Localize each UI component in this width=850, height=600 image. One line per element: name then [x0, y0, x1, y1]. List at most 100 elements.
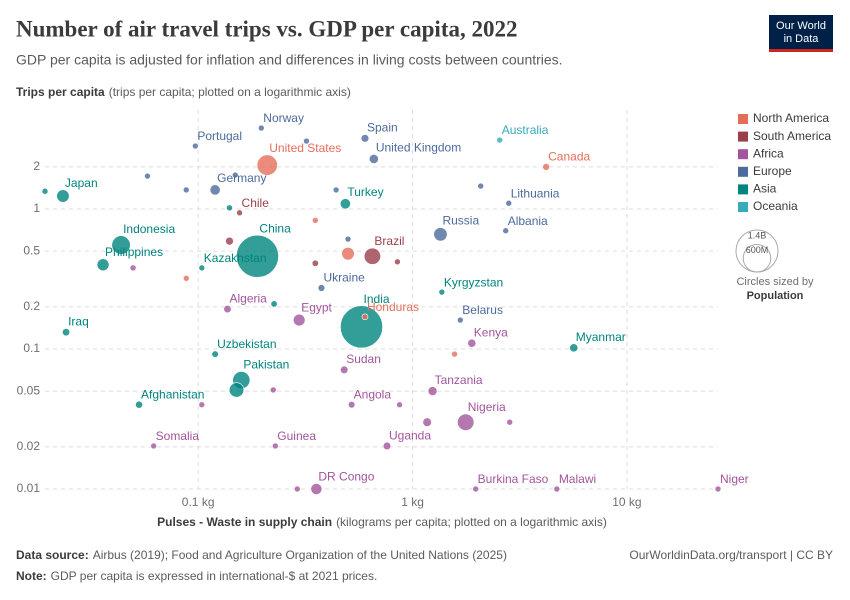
- point: [456, 316, 464, 324]
- point: [211, 350, 219, 358]
- point: [226, 204, 233, 212]
- y-tick-label: 0.02: [17, 439, 41, 453]
- source-label: Data source:: [16, 548, 89, 562]
- point: [340, 365, 349, 374]
- point: [269, 386, 277, 394]
- x-axis-title: Pulses - Waste in supply chain (kilograms…: [157, 515, 607, 529]
- point-label: Kenya: [474, 325, 508, 339]
- legend-swatch: [738, 114, 748, 124]
- legend-swatch: [738, 149, 748, 160]
- logo[interactable]: Our World in Data: [769, 15, 833, 52]
- point: [340, 305, 383, 349]
- point: [257, 124, 265, 132]
- legend-swatch: [738, 184, 748, 195]
- point: [198, 401, 206, 409]
- size-legend-circle: [742, 244, 772, 273]
- point: [96, 258, 110, 272]
- point-label: Canada: [548, 150, 590, 164]
- y-axis-title-note: (trips per capita; plotted on a logarith…: [109, 85, 351, 99]
- y-tick-label: 0.1: [23, 341, 40, 355]
- point-label: Kyrgyzstan: [444, 275, 503, 289]
- point-label: Honduras: [367, 300, 419, 314]
- point-label: Guinea: [277, 429, 316, 443]
- point: [236, 234, 279, 278]
- point: [192, 142, 199, 150]
- source: Data source: Airbus (2019); Food and Agri…: [16, 548, 507, 562]
- point-label: Uzbekistan: [217, 337, 276, 351]
- point: [150, 442, 157, 450]
- point: [223, 304, 232, 314]
- point-label: Russia: [442, 214, 479, 228]
- logo-text[interactable]: Our World: [776, 20, 826, 32]
- point: [111, 235, 131, 255]
- point-labels: India China United States Indonesia Pakistan…: [65, 111, 749, 486]
- x-axis-title-main: Pulses - Waste in supply chain: [157, 515, 332, 529]
- legend-label: Asia: [753, 182, 777, 196]
- point: [341, 247, 355, 261]
- point-label: Niger: [720, 472, 749, 486]
- point: [310, 483, 323, 495]
- point-label: Lithuania: [511, 186, 560, 200]
- y-tick-label: 0.2: [23, 299, 40, 313]
- point-label: Malawi: [559, 472, 596, 486]
- logo-text[interactable]: in Data: [784, 33, 820, 45]
- chart-subtitle: GDP per capita is adjusted for inflation…: [16, 52, 563, 68]
- point: [256, 154, 278, 176]
- legend-label: South America: [753, 129, 831, 143]
- point-label: Japan: [65, 176, 98, 190]
- grid: [45, 110, 718, 490]
- point: [467, 338, 477, 348]
- source-text: Airbus (2019); Food and Agriculture Orga…: [93, 548, 507, 562]
- point: [553, 485, 561, 493]
- logo-bar[interactable]: [769, 49, 833, 52]
- point-label: India: [364, 292, 390, 306]
- point-label: Belarus: [462, 303, 503, 317]
- y-axis-title: Trips per capita (trips per capita; plott…: [16, 85, 351, 99]
- point-label: Egypt: [301, 300, 332, 314]
- point: [394, 258, 401, 266]
- point: [496, 136, 503, 144]
- chart-title: Number of air travel trips vs. GDP per c…: [16, 16, 518, 41]
- point: [427, 386, 438, 396]
- point: [231, 171, 239, 179]
- note-text: GDP per capita is expressed in internati…: [51, 569, 378, 583]
- point-label: Norway: [263, 111, 304, 125]
- logo-box[interactable]: [769, 15, 833, 49]
- x-tick-label: 10 kg: [612, 495, 641, 509]
- point: [144, 172, 151, 180]
- point: [506, 418, 514, 426]
- point: [339, 198, 351, 210]
- credit[interactable]: OurWorldinData.org/transport | CC BY: [629, 548, 833, 562]
- point-label: Australia: [502, 123, 549, 137]
- legend-swatch: [738, 131, 748, 142]
- point: [457, 413, 475, 431]
- point-label: Kazakhstan: [204, 251, 267, 265]
- point-label: Burkina Faso: [478, 472, 549, 486]
- point: [293, 485, 301, 493]
- point-label: Algeria: [229, 291, 267, 305]
- point: [228, 382, 245, 398]
- point: [236, 209, 243, 217]
- point: [505, 199, 513, 207]
- point: [451, 350, 458, 358]
- point-label: Germany: [217, 171, 266, 185]
- note: Note: GDP per capita is expressed in inte…: [16, 569, 377, 583]
- point: [396, 401, 403, 409]
- size-legend-title: Circles sized by: [736, 276, 814, 288]
- point: [270, 300, 278, 308]
- x-tick-label: 0.1 kg: [182, 495, 215, 509]
- point: [209, 184, 221, 196]
- point-label: Sudan: [346, 352, 381, 366]
- point: [272, 442, 279, 450]
- point: [41, 187, 49, 195]
- y-tick-label: 0.05: [17, 383, 41, 397]
- x-tick-label: 1 kg: [401, 495, 424, 509]
- point-label: Spain: [367, 121, 398, 135]
- point-label: Myanmar: [576, 330, 626, 344]
- note-label: Note:: [16, 569, 47, 583]
- point: [292, 313, 306, 327]
- point-label: China: [259, 221, 291, 235]
- point-label: Angola: [354, 388, 392, 402]
- point: [303, 137, 310, 145]
